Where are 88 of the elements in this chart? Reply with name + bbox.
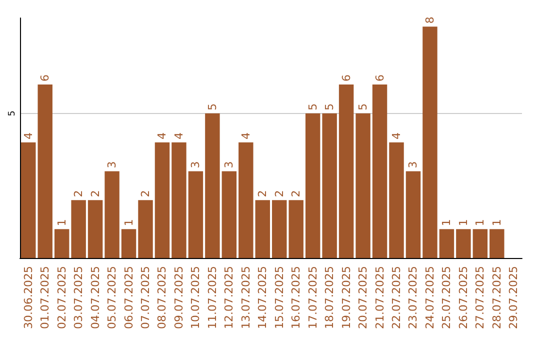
data-label: 2 [88, 190, 102, 198]
data-label: 6 [373, 74, 386, 82]
bar [21, 142, 36, 258]
data-label: 1 [55, 219, 68, 226]
data-label: 4 [172, 132, 186, 140]
x-tick-label: 14.07.2025 [256, 266, 270, 330]
data-label: 2 [139, 190, 152, 198]
data-label: 3 [222, 161, 236, 168]
bar [422, 26, 438, 258]
data-label: 5 [356, 103, 370, 110]
x-tick-label: 27.07.2025 [474, 266, 487, 330]
bar [138, 200, 153, 258]
x-tick-label: 11.07.2025 [206, 266, 219, 330]
x-tick-label: 19.07.2025 [340, 266, 353, 330]
x-tick-label: 23.07.2025 [406, 266, 420, 330]
bar [222, 171, 237, 258]
data-label: 4 [239, 132, 252, 140]
bar [121, 229, 136, 258]
x-tick-label: 02.07.2025 [55, 266, 68, 330]
bar [172, 142, 186, 258]
data-label: 8 [423, 16, 436, 24]
data-label: 5 [206, 103, 219, 110]
bar [71, 200, 86, 258]
x-tick-label: 17.07.2025 [306, 266, 320, 330]
bar [205, 113, 220, 258]
bar [389, 142, 404, 258]
bar [356, 113, 370, 258]
bar [338, 84, 354, 258]
data-label: 2 [290, 190, 303, 198]
data-label: 3 [189, 161, 202, 168]
x-tick-label: 05.07.2025 [106, 266, 119, 330]
x-tick-label: 16.07.2025 [290, 266, 303, 330]
bar [154, 142, 170, 258]
x-tick-label: 08.07.2025 [156, 266, 169, 330]
x-tick-label: 28.07.2025 [490, 266, 504, 330]
data-label: 6 [340, 74, 353, 82]
bar [38, 84, 52, 258]
x-tick-label: 04.07.2025 [88, 266, 102, 330]
bar [54, 229, 70, 258]
x-tick-label: 12.07.2025 [222, 266, 236, 330]
data-label: 3 [106, 161, 119, 168]
bar [305, 113, 320, 258]
x-tick-label: 21.07.2025 [373, 266, 386, 330]
x-tick-label: 01.07.2025 [38, 266, 52, 330]
bar [238, 142, 254, 258]
x-tick-label: 26.07.2025 [456, 266, 470, 330]
bar [322, 113, 337, 258]
data-label: 1 [474, 219, 487, 226]
data-label: 3 [406, 161, 420, 168]
x-tick-label: 13.07.2025 [239, 266, 252, 330]
x-tick-label: 10.07.2025 [189, 266, 202, 330]
bar [490, 229, 504, 258]
bar [372, 84, 388, 258]
data-label: 2 [272, 190, 286, 198]
data-label: 1 [440, 219, 454, 226]
x-tick-label: 20.07.2025 [356, 266, 370, 330]
data-label: 4 [390, 132, 403, 140]
data-label: 1 [122, 219, 136, 226]
bar [439, 229, 454, 258]
x-tick-label: 03.07.2025 [72, 266, 86, 330]
x-tick-label: 06.07.2025 [122, 266, 136, 330]
bar [406, 171, 421, 258]
bar [472, 229, 488, 258]
data-label: 5 [323, 103, 336, 110]
x-tick-label: 29.07.2025 [507, 266, 520, 330]
bar [288, 200, 304, 258]
x-tick-label: 15.07.2025 [272, 266, 286, 330]
x-tick-label: 22.07.2025 [390, 266, 403, 330]
data-label: 2 [256, 190, 270, 198]
data-label: 1 [456, 219, 470, 226]
bar [272, 200, 287, 258]
x-tick-label: 07.07.2025 [139, 266, 152, 330]
data-label: 6 [38, 74, 52, 82]
bar [88, 200, 103, 258]
data-label: 1 [490, 219, 504, 226]
x-tick-label: 30.06.2025 [22, 266, 35, 330]
x-tick-label: 18.07.2025 [323, 266, 336, 330]
x-tick-label: 24.07.2025 [423, 266, 436, 330]
data-label: 4 [156, 132, 169, 140]
x-tick-label: 25.07.2025 [440, 266, 454, 330]
data-label: 4 [22, 132, 35, 140]
bar [255, 200, 270, 258]
bar [104, 171, 120, 258]
data-label: 2 [72, 190, 86, 198]
bar [188, 171, 204, 258]
x-tick-label: 09.07.2025 [172, 266, 186, 330]
data-label: 5 [306, 103, 320, 110]
bar [456, 229, 471, 258]
